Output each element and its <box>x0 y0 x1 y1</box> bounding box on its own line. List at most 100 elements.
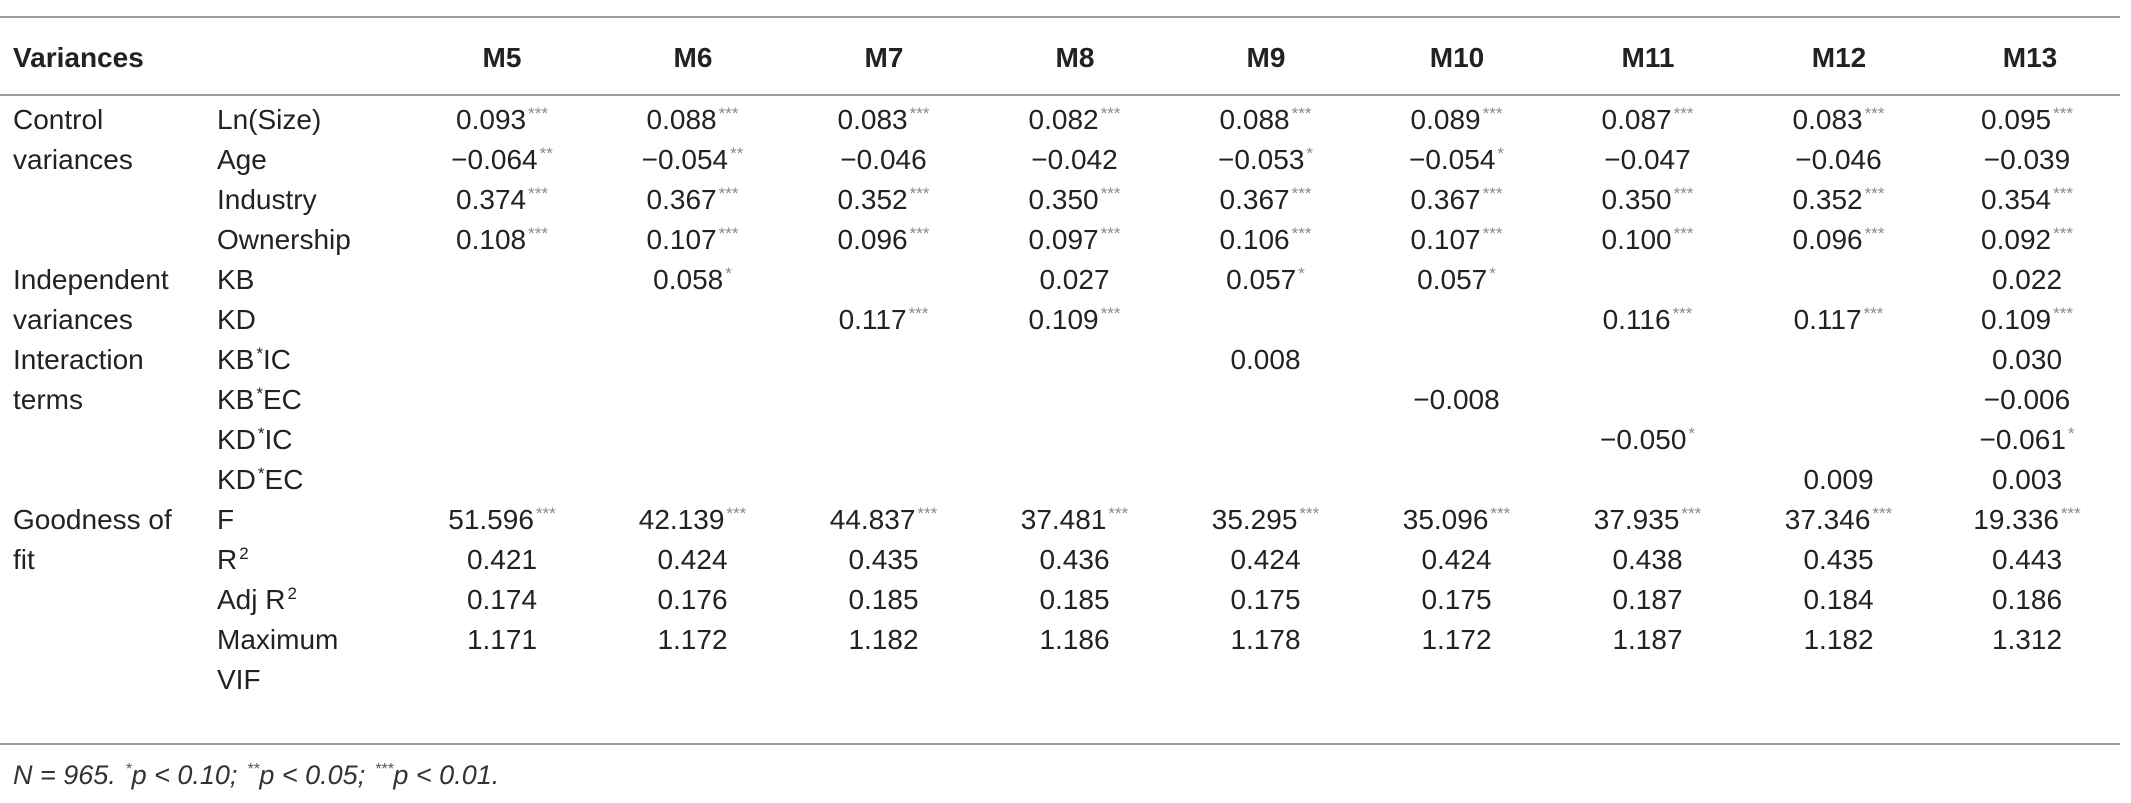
significance-stars: *** <box>2053 184 2073 203</box>
cell-value: 0.175 <box>1361 580 1552 620</box>
header-m5: M5 <box>482 42 522 73</box>
row-group-label: Interaction <box>13 344 144 375</box>
coefficient: −0.039 <box>1983 144 2071 175</box>
significance-stars: *** <box>535 504 556 523</box>
cell-value: 0.083 *** <box>788 100 979 140</box>
cell-value: 0.097 *** <box>979 220 1170 260</box>
coefficient: 0.421 <box>466 544 538 575</box>
coefficient: −0.050 <box>1599 424 1687 455</box>
row-variable-label: KB *IC <box>217 344 291 375</box>
coefficient: 0.424 <box>1421 544 1492 575</box>
coefficient: 0.109 <box>1028 304 1099 335</box>
cell-value: 0.093 *** <box>407 100 597 140</box>
cell-value: 0.095 *** <box>1934 100 2120 140</box>
cell-value: 1.182 <box>1743 620 1934 660</box>
coefficient: 1.312 <box>1991 624 2063 655</box>
significance-stars: *** <box>2053 224 2073 243</box>
coefficient: −0.061 <box>1979 424 2066 455</box>
coefficient: 0.057 <box>1417 264 1488 295</box>
cell-value: 0.030 <box>1934 340 2120 380</box>
cell-value <box>788 380 979 420</box>
coefficient: −0.046 <box>1795 144 1882 175</box>
cell-value <box>1170 300 1361 340</box>
cell-value: 0.424 <box>1361 540 1552 580</box>
coefficient: 0.057 <box>1226 264 1297 295</box>
header-m8: M8 <box>1055 42 1095 73</box>
cell-value <box>407 380 597 420</box>
cell-value: 1.178 <box>1170 620 1361 660</box>
cell-value: 0.443 <box>1934 540 2120 580</box>
coefficient: 0.106 <box>1219 224 1290 255</box>
coefficient: −0.042 <box>1031 144 1118 175</box>
row-variable-label: KB <box>217 264 255 295</box>
table-row: terms KB *EC −0.008 −0.006 <box>0 380 2120 420</box>
significance-stars: *** <box>1872 504 1893 523</box>
significance-stars: *** <box>1673 224 1694 243</box>
significance-stars: *** <box>1863 304 1884 323</box>
cell-value: 37.481 *** <box>979 500 1170 540</box>
cell-value: 0.022 <box>1934 260 2120 300</box>
cell-value: 0.117 *** <box>788 300 979 340</box>
cell-value: −0.054 ** <box>597 140 788 180</box>
row-group-label: Goodness of <box>13 504 172 535</box>
cell-value: 0.424 <box>1170 540 1361 580</box>
cell-value <box>1552 660 1743 700</box>
cell-value: 1.172 <box>1361 620 1552 660</box>
significance-stars: *** <box>1482 224 1503 243</box>
significance-stars: *** <box>1299 504 1320 523</box>
cell-value: 0.186 <box>1934 580 2120 620</box>
cell-value: 0.184 <box>1743 580 1934 620</box>
row-group-label <box>0 220 217 260</box>
cell-value: 0.057 * <box>1170 260 1361 300</box>
row-group-label: fit <box>13 544 35 575</box>
row-group-label: Control <box>13 104 104 135</box>
cell-value: 0.089 *** <box>1361 100 1552 140</box>
significance-stars: * <box>1497 144 1505 163</box>
table-row: Industry 0.374 *** 0.367 *** 0.352 *** 0.350 ***… <box>0 180 2120 220</box>
coefficient: 0.367 <box>1219 184 1290 215</box>
cell-value: 0.185 <box>788 580 979 620</box>
significance-stars: *** <box>1864 184 1885 203</box>
cell-value <box>407 340 597 380</box>
coefficient: 0.175 <box>1421 584 1492 615</box>
coefficient: 37.346 <box>1784 504 1871 535</box>
coefficient: 0.100 <box>1601 224 1672 255</box>
table-footnote: N = 965. *p < 0.10; **p < 0.05; ***p < 0… <box>13 760 500 790</box>
coefficient: 0.088 <box>646 104 717 135</box>
table-top-rule <box>0 16 2120 18</box>
coefficient: 0.435 <box>848 544 919 575</box>
cell-value: 0.009 <box>1743 460 1934 500</box>
cell-value: 19.336 *** <box>1934 500 2120 540</box>
row-variable-label: Maximum <box>217 624 339 655</box>
row-group-label <box>0 420 217 460</box>
cell-value <box>788 420 979 460</box>
cell-value: 0.107 *** <box>1361 220 1552 260</box>
coefficient: 0.424 <box>657 544 728 575</box>
coefficient: 0.174 <box>466 584 538 615</box>
cell-value: 0.176 <box>597 580 788 620</box>
coefficient: 0.117 <box>838 304 907 335</box>
coefficient: 1.186 <box>1039 624 1110 655</box>
header-variances: Variances <box>13 42 144 73</box>
coefficient: 0.088 <box>1219 104 1290 135</box>
header-m13: M13 <box>2002 42 2058 73</box>
coefficient: −0.046 <box>840 144 927 175</box>
significance-stars: *** <box>1482 184 1503 203</box>
cell-value <box>597 420 788 460</box>
coefficient: 0.107 <box>646 224 717 255</box>
significance-stars: *** <box>528 224 548 243</box>
cell-value <box>1361 460 1552 500</box>
coefficient: 44.837 <box>829 504 916 535</box>
significance-stars: *** <box>2053 104 2073 123</box>
coefficient: 1.178 <box>1230 624 1301 655</box>
coefficient: 0.367 <box>1410 184 1481 215</box>
row-variable-label: KD <box>217 304 256 335</box>
coefficient: −0.053 <box>1217 144 1305 175</box>
coefficient: 0.003 <box>1991 464 2063 495</box>
coefficient: 0.027 <box>1039 264 1110 295</box>
significance-stars: *** <box>718 184 739 203</box>
significance-stars: *** <box>1291 104 1312 123</box>
cell-value: 1.186 <box>979 620 1170 660</box>
cell-value <box>597 380 788 420</box>
header-m12: M12 <box>1811 42 1867 73</box>
